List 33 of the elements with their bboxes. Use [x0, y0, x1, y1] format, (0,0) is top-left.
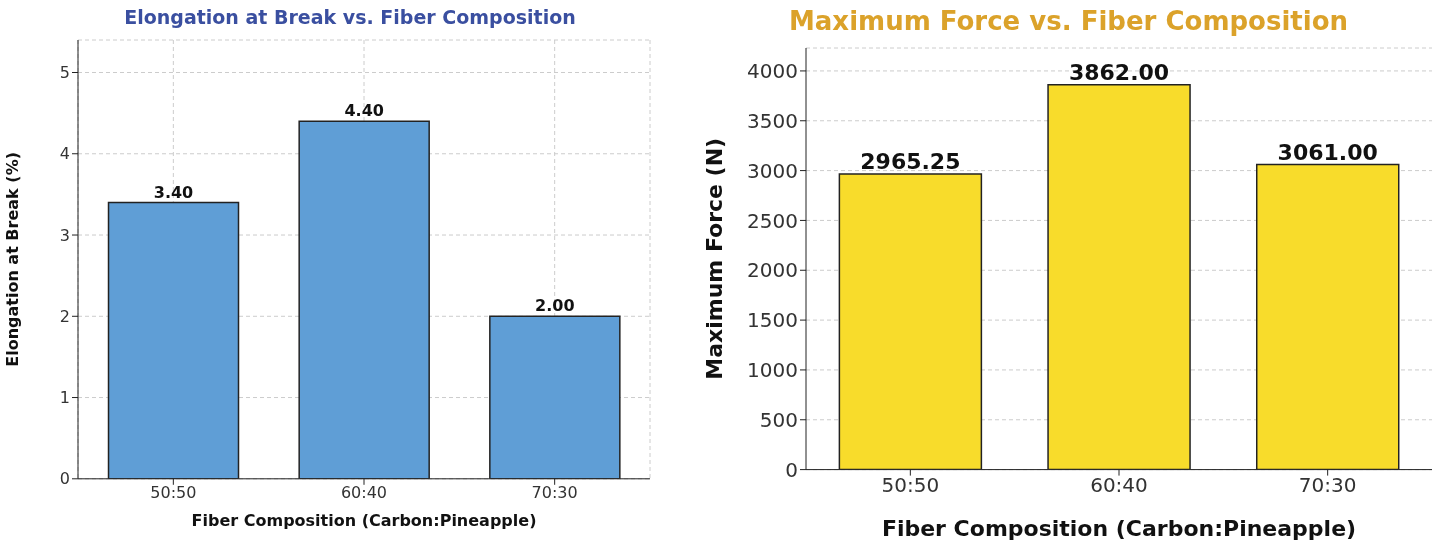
x-tick-label: 70:30 [531, 483, 578, 503]
data-label: 3862.00 [1068, 59, 1170, 85]
data-label: 3.40 [153, 182, 194, 202]
x-tick-label: 50:50 [881, 472, 940, 497]
y-tick-label: 0 [785, 457, 798, 482]
x-tick-label: 60:40 [340, 483, 388, 503]
y-tick-label: 3500 [747, 108, 798, 133]
y-tick-label: 2000 [747, 258, 798, 283]
y-tick-label: 1000 [747, 358, 798, 383]
y-tick-label: 3000 [747, 158, 798, 183]
y-tick-label: 2 [59, 306, 70, 326]
x-axis-title: Fiber Composition (Carbon:Pineapple) [191, 511, 537, 530]
y-tick-label: 0 [59, 469, 70, 489]
y-tick-label: 4 [59, 144, 70, 164]
data-label: 3061.00 [1277, 139, 1378, 165]
x-tick-label: 50:50 [150, 483, 197, 503]
y-tick-label: 2500 [747, 208, 798, 233]
data-label: 2.00 [535, 296, 575, 316]
y-axis-title: Maximum Force (N) [701, 137, 727, 380]
y-tick-label: 1 [59, 388, 70, 408]
y-tick-label: 1500 [747, 308, 798, 333]
y-tick-label: 3 [59, 225, 70, 245]
chart-title: Maximum Force vs. Fiber Composition [787, 6, 1350, 36]
y-tick-label: 4000 [747, 59, 798, 84]
x-tick-label: 70:30 [1298, 472, 1357, 497]
data-label: 4.40 [344, 101, 384, 121]
y-axis-title: Elongation at Break (%) [2, 152, 22, 367]
chart-title: Elongation at Break vs. Fiber Composition [123, 6, 577, 28]
x-axis-title: Fiber Composition (Carbon:Pineapple) [881, 516, 1357, 541]
y-tick-label: 500 [759, 407, 798, 432]
data-label: 2965.25 [860, 149, 961, 175]
y-tick-label: 5 [59, 63, 70, 83]
x-tick-label: 60:40 [1090, 472, 1148, 497]
